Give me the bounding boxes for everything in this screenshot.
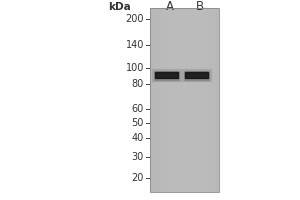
Bar (155, 72, 178, 78)
Bar (182, 69, 211, 81)
Text: B: B (195, 0, 204, 14)
Text: 60: 60 (132, 104, 144, 114)
Text: 140: 140 (126, 40, 144, 50)
Text: 80: 80 (132, 79, 144, 89)
Text: 100: 100 (126, 63, 144, 73)
Bar (152, 69, 181, 81)
Bar (150, 8, 219, 192)
Text: 50: 50 (132, 118, 144, 128)
Text: kDa: kDa (108, 2, 130, 12)
Text: 30: 30 (132, 152, 144, 162)
Text: 20: 20 (132, 173, 144, 183)
Bar (185, 72, 208, 78)
Text: 40: 40 (132, 133, 144, 143)
Bar (184, 71, 209, 79)
Bar (154, 71, 179, 79)
Text: A: A (166, 0, 173, 14)
Text: 200: 200 (125, 14, 144, 24)
